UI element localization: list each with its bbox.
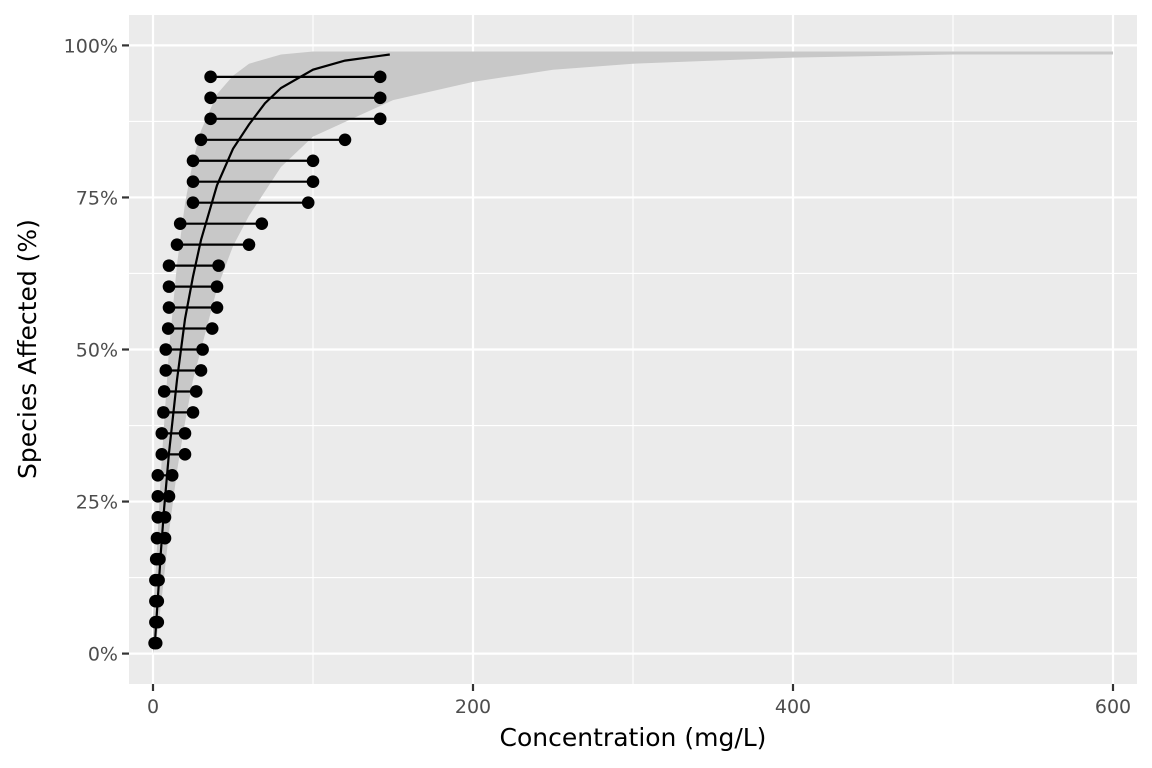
- x-tick-label: 600: [1095, 696, 1131, 718]
- interval-upper-point: [178, 427, 192, 440]
- interval-lower-point: [159, 364, 173, 377]
- interval-upper-point: [158, 531, 172, 545]
- interval-lower-point: [155, 448, 169, 461]
- interval-lower-point: [186, 175, 200, 189]
- interval-upper-point: [189, 385, 203, 398]
- interval-upper-point: [151, 594, 165, 608]
- interval-lower-point: [162, 280, 176, 293]
- interval-upper-point: [196, 343, 209, 356]
- interval-upper-point: [306, 154, 320, 168]
- interval-lower-point: [170, 238, 184, 251]
- y-tick-label: 0%: [88, 644, 118, 666]
- interval-upper-point: [162, 490, 176, 503]
- interval-upper-point: [301, 196, 315, 209]
- interval-lower-point: [186, 154, 200, 168]
- interval-lower-point: [186, 196, 200, 209]
- interval-lower-point: [173, 217, 187, 230]
- interval-upper-point: [373, 91, 387, 105]
- interval-upper-point: [153, 552, 166, 566]
- data-intervals: [148, 70, 387, 650]
- axes: 0 200 400 600 0% 25% 50% 75% 100%: [64, 35, 1131, 718]
- interval-upper-point: [178, 448, 192, 461]
- interval-lower-point: [157, 406, 170, 419]
- y-axis-title: Species Affected (%): [13, 219, 42, 479]
- confidence-band: [153, 51, 1113, 654]
- interval-upper-point: [165, 469, 179, 482]
- interval-lower-point: [204, 112, 217, 126]
- interval-lower-point: [204, 70, 217, 84]
- interval-lower-point: [162, 301, 176, 314]
- y-tick-label: 100%: [64, 35, 118, 57]
- interval-lower-point: [159, 343, 173, 356]
- interval-lower-point: [157, 385, 171, 398]
- interval-lower-point: [162, 259, 176, 272]
- interval-upper-point: [338, 133, 352, 147]
- interval-upper-point: [242, 238, 256, 251]
- y-tick-label: 75%: [76, 187, 118, 209]
- x-axis-title: Concentration (mg/L): [500, 723, 767, 752]
- interval-upper-point: [373, 70, 387, 84]
- interval-upper-point: [210, 301, 224, 314]
- interval-lower-point: [151, 490, 165, 503]
- interval-upper-point: [186, 406, 200, 419]
- interval-lower-point: [151, 469, 165, 482]
- x-tick-label: 0: [147, 696, 159, 718]
- interval-upper-point: [152, 573, 165, 587]
- x-tick-label: 200: [455, 696, 491, 718]
- interval-upper-point: [373, 112, 387, 126]
- y-tick-label: 50%: [76, 340, 118, 362]
- interval-lower-point: [155, 427, 169, 440]
- interval-upper-point: [194, 364, 208, 377]
- confidence-band-area: [153, 51, 1113, 654]
- interval-lower-point: [161, 322, 175, 335]
- interval-upper-point: [149, 636, 163, 650]
- x-tick-label: 400: [775, 696, 811, 718]
- interval-upper-point: [212, 259, 225, 272]
- interval-lower-point: [194, 133, 208, 147]
- interval-upper-point: [158, 510, 172, 524]
- grid-lines: [129, 15, 1137, 684]
- y-tick-label: 25%: [76, 492, 118, 514]
- interval-upper-point: [306, 175, 320, 189]
- interval-upper-point: [205, 322, 219, 335]
- interval-lower-point: [204, 91, 217, 105]
- interval-upper-point: [151, 615, 165, 629]
- interval-upper-point: [210, 280, 224, 293]
- interval-upper-point: [255, 217, 269, 230]
